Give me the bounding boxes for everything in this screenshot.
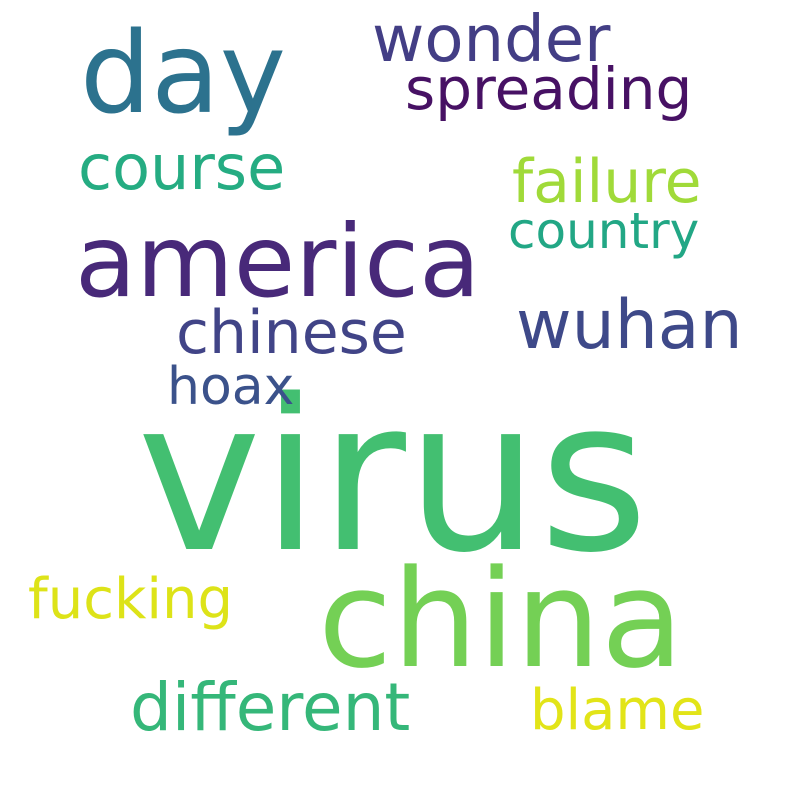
word-course: course: [78, 131, 286, 204]
word-china: china: [318, 541, 684, 698]
word-blame: blame: [530, 678, 705, 743]
word-country: country: [508, 202, 700, 260]
word-wonder: wonder: [372, 3, 611, 77]
word-chinese: chinese: [176, 298, 407, 368]
word-virus: virus: [137, 354, 649, 599]
word-day: day: [80, 9, 287, 139]
word-america: america: [75, 203, 481, 320]
word-failure: failure: [512, 147, 702, 217]
word-hoax: hoax: [167, 357, 295, 417]
word-wuhan: wuhan: [516, 286, 743, 365]
word-spreading: spreading: [405, 55, 693, 123]
word-different: different: [130, 669, 411, 746]
word-fucking: fucking: [28, 567, 234, 632]
